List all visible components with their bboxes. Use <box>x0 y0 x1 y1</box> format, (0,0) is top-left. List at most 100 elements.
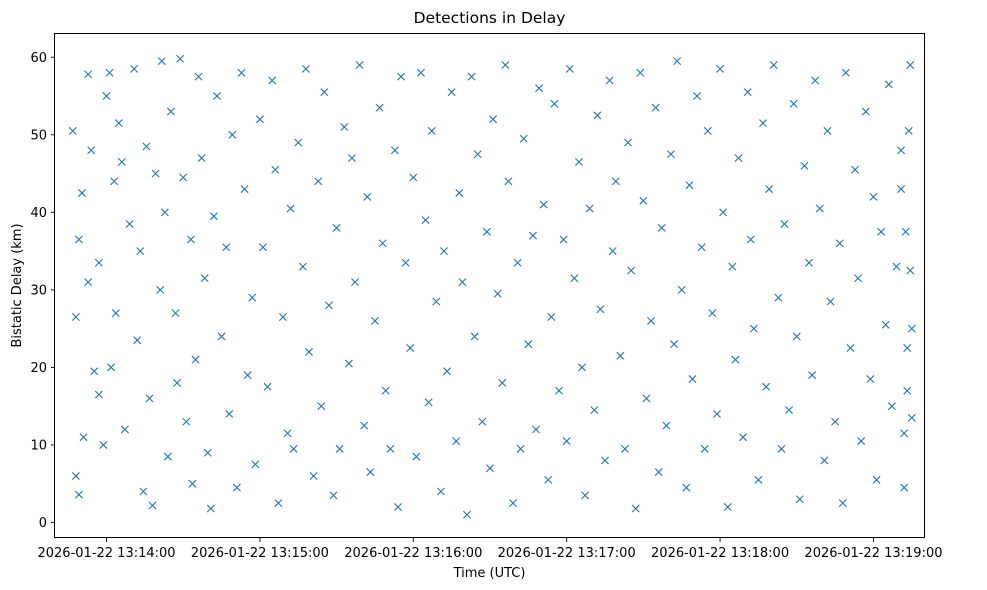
detection-point <box>673 57 682 66</box>
detection-point <box>421 216 430 225</box>
detection-point <box>906 61 915 70</box>
detection-point <box>805 258 814 267</box>
detection-point <box>237 68 246 77</box>
detection-point <box>861 107 870 116</box>
detection-point <box>808 371 817 380</box>
detection-point <box>381 386 390 395</box>
detection-point <box>685 181 694 190</box>
detection-point <box>378 239 387 248</box>
detection-point <box>749 324 758 333</box>
detection-point <box>539 200 548 209</box>
detection-point <box>723 502 732 511</box>
detection-point <box>148 501 157 510</box>
detection-point <box>884 80 893 89</box>
detection-point <box>667 150 675 159</box>
detection-point <box>317 402 326 411</box>
detection-point <box>309 471 318 480</box>
detection-point <box>409 173 418 182</box>
detection-point <box>286 204 295 213</box>
detection-point <box>795 495 804 504</box>
detection-point <box>486 464 494 473</box>
detection-point <box>647 316 656 325</box>
detection-point <box>743 88 752 97</box>
detection-point <box>642 394 651 403</box>
detection-point <box>194 72 203 81</box>
detection-point <box>838 499 847 508</box>
detection-point <box>197 154 206 163</box>
detection-point <box>432 297 441 306</box>
detection-point <box>504 177 513 186</box>
detection-point <box>102 92 111 101</box>
detection-point <box>347 154 356 163</box>
detection-point <box>887 402 896 411</box>
detection-point <box>596 305 605 314</box>
detection-point <box>774 293 783 302</box>
detection-point <box>114 119 123 128</box>
detection-point <box>657 223 666 232</box>
detection-point <box>156 285 165 294</box>
detection-point <box>274 499 283 508</box>
detection-point <box>765 185 774 194</box>
detection-point <box>427 126 436 135</box>
detection-point <box>907 324 916 333</box>
detection-point <box>482 227 491 236</box>
x-tick-label: 2026-01-22 13:16:00 <box>344 546 482 561</box>
detection-point <box>501 61 510 70</box>
detection-point <box>601 456 610 465</box>
detection-point <box>734 154 743 163</box>
y-tick-label: 20 <box>30 361 47 376</box>
detection-point <box>283 429 292 438</box>
detection-point <box>841 68 850 77</box>
detection-point <box>578 363 587 372</box>
detection-point <box>700 444 709 453</box>
detection-point <box>866 375 875 384</box>
detection-point <box>903 344 912 353</box>
detection-point <box>562 437 571 446</box>
plot-area-frame <box>54 33 925 538</box>
y-tick-label: 50 <box>30 128 47 143</box>
detection-point <box>182 417 191 426</box>
detection-point <box>682 483 691 492</box>
detection-point <box>87 146 96 155</box>
detection-point <box>71 313 80 322</box>
detection-point <box>624 138 633 147</box>
detection-point <box>120 425 129 434</box>
detection-point <box>248 293 257 302</box>
detection-point <box>340 123 349 132</box>
detection-point <box>762 382 771 391</box>
detection-point <box>232 483 241 492</box>
detection-point <box>759 119 768 128</box>
detection-point <box>688 375 697 384</box>
detection-point <box>907 413 916 422</box>
detection-point <box>289 444 298 453</box>
detection-point <box>74 490 83 499</box>
detection-point <box>332 223 341 232</box>
detection-point <box>547 313 556 322</box>
detection-point <box>360 421 369 430</box>
detection-point <box>789 99 798 108</box>
detection-point <box>574 157 583 166</box>
detection-point <box>611 177 620 186</box>
detection-point <box>294 138 303 147</box>
detection-point <box>363 192 372 201</box>
detection-point <box>498 378 507 387</box>
detection-point <box>703 126 712 135</box>
detection-point <box>191 355 200 364</box>
detection-point <box>301 64 310 73</box>
detection-point <box>344 359 353 368</box>
x-tick-label: 2026-01-22 13:18:00 <box>651 546 789 561</box>
detection-point <box>351 278 360 287</box>
detection-point <box>651 103 660 112</box>
detection-point <box>251 460 260 469</box>
y-axis-label: Bistatic Delay (km) <box>10 223 25 347</box>
detection-point <box>71 471 80 480</box>
detection-point <box>585 204 594 213</box>
detection-point <box>217 332 226 341</box>
detection-point <box>142 142 151 151</box>
detection-point <box>166 107 175 116</box>
detection-point <box>222 243 231 252</box>
y-tick-label: 40 <box>30 206 47 221</box>
detection-point <box>111 309 120 318</box>
detection-point <box>145 394 154 403</box>
detection-point <box>593 111 602 120</box>
